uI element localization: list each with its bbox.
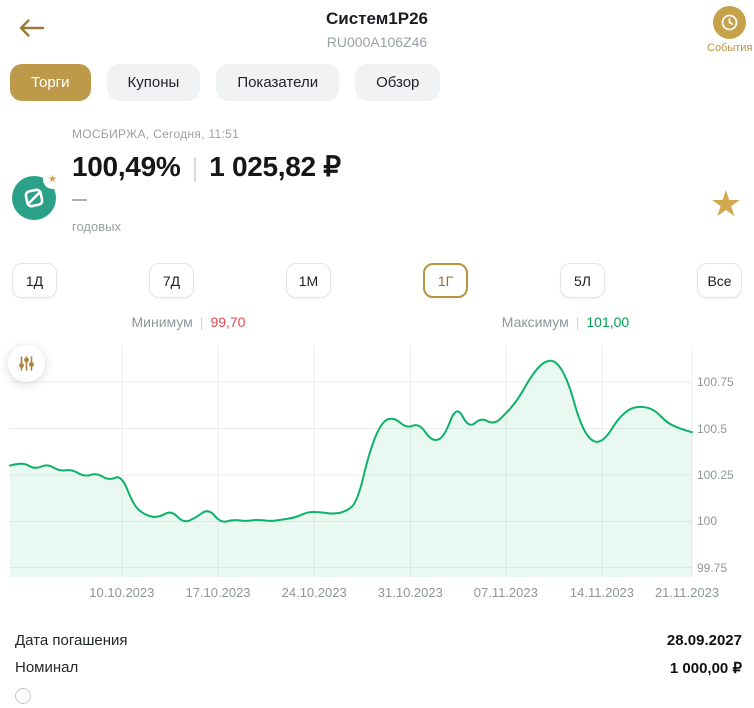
range-1d[interactable]: 1Д (12, 263, 57, 298)
tab-pokazateli[interactable]: Показатели (216, 64, 340, 101)
x-axis-labels: 10.10.2023 17.10.2023 24.10.2023 31.10.2023… (10, 585, 719, 603)
bond-details: Дата погашения 28.09.2027 Номинал 1 000,… (15, 627, 742, 708)
x-axis-tick: 10.10.2023 (89, 585, 155, 600)
sliders-icon (19, 356, 34, 371)
circle-icon (15, 688, 31, 704)
quote-block: 100,49% | 1 025,82 ₽ — годовых (72, 150, 341, 234)
y-axis-tick: 99.75 (697, 560, 728, 575)
range-selector: 1Д 7Д 1М 1Г 5Л Все (12, 263, 742, 298)
price-chart-svg[interactable] (9, 345, 693, 577)
chart-settings-button[interactable] (8, 345, 45, 382)
events-circle (713, 6, 746, 39)
per-annum-label: годовых (72, 219, 121, 234)
max-label: Максимум (501, 314, 569, 330)
range-5y[interactable]: 5Л (560, 263, 605, 298)
x-axis-tick: 07.11.2023 (473, 585, 538, 600)
minimum-stat: Минимум | 99,70 (0, 314, 377, 330)
x-axis-tick: 24.10.2023 (281, 585, 347, 600)
tab-bar: Торги Купоны Показатели Обзор (10, 64, 441, 101)
page-title: Систем1Р26 (325, 9, 429, 28)
x-axis-tick: 14.11.2023 (569, 585, 635, 600)
x-axis-tick: 21.11.2023 (654, 585, 720, 600)
clock-icon (721, 14, 738, 31)
price-rub: 1 025,82 ₽ (209, 151, 341, 182)
price-chart: 100.75 100.5 100.25 100 99.75 10.10.2023 17.1… (0, 345, 754, 607)
maturity-label: Дата погашения (15, 632, 128, 649)
detail-row-maturity: Дата погашения 28.09.2027 (15, 627, 742, 654)
min-separator: | (199, 314, 204, 330)
x-axis-tick: 31.10.2023 (377, 585, 443, 600)
tab-kupony[interactable]: Купоны (106, 64, 201, 101)
y-axis-tick: 100.25 (697, 467, 734, 482)
issuer-logo: ★ (12, 171, 61, 220)
y-axis-tick: 100.75 (697, 375, 734, 390)
events-button[interactable]: События (707, 6, 754, 54)
range-7d[interactable]: 7Д (149, 263, 194, 298)
max-value: 101,00 (586, 314, 630, 330)
price-divider: | (191, 152, 199, 182)
arrow-left-icon (19, 19, 45, 37)
range-1m[interactable]: 1М (286, 263, 331, 298)
y-axis-tick: 100 (697, 514, 718, 529)
nominal-label: Номинал (15, 659, 79, 676)
min-label: Минимум (131, 314, 193, 330)
max-separator: | (575, 314, 580, 330)
minmax-row: Минимум | 99,70 Максимум | 101,00 (0, 314, 754, 330)
y-axis-tick: 100.5 (697, 421, 728, 436)
yield-change: — (72, 191, 87, 208)
events-label: События (707, 42, 753, 54)
maturity-value: 28.09.2027 (666, 632, 742, 649)
bond-detail-screen: Систем1Р26 RU000A106Z46 События Торги Ку… (0, 6, 754, 704)
nominal-value: 1 000,00 ₽ (669, 659, 742, 677)
detail-row-nominal: Номинал 1 000,00 ₽ (15, 654, 742, 681)
price-percent: 100,49% (72, 151, 181, 182)
detail-row-partial (15, 681, 742, 708)
range-1y[interactable]: 1Г (423, 263, 468, 298)
tab-obzor[interactable]: Обзор (355, 64, 441, 101)
y-axis-labels: 100.75 100.5 100.25 100 99.75 (697, 345, 754, 577)
header-titles: Систем1Р26 RU000A106Z46 (120, 9, 634, 50)
maximum-stat: Максимум | 101,00 (377, 314, 754, 330)
exchange-timestamp: МОСБИРЖА, Сегодня, 11:51 (72, 127, 240, 141)
favorite-star-icon[interactable]: ★ (709, 183, 742, 224)
range-all[interactable]: Все (697, 263, 742, 298)
logo-star-badge: ★ (44, 171, 61, 188)
back-button[interactable] (18, 13, 54, 43)
x-axis-tick: 17.10.2023 (185, 585, 251, 600)
tab-torgi[interactable]: Торги (10, 64, 91, 101)
issuer-logo-icon (12, 176, 56, 220)
min-value: 99,70 (210, 314, 246, 330)
isin-code: RU000A106Z46 (326, 34, 428, 50)
